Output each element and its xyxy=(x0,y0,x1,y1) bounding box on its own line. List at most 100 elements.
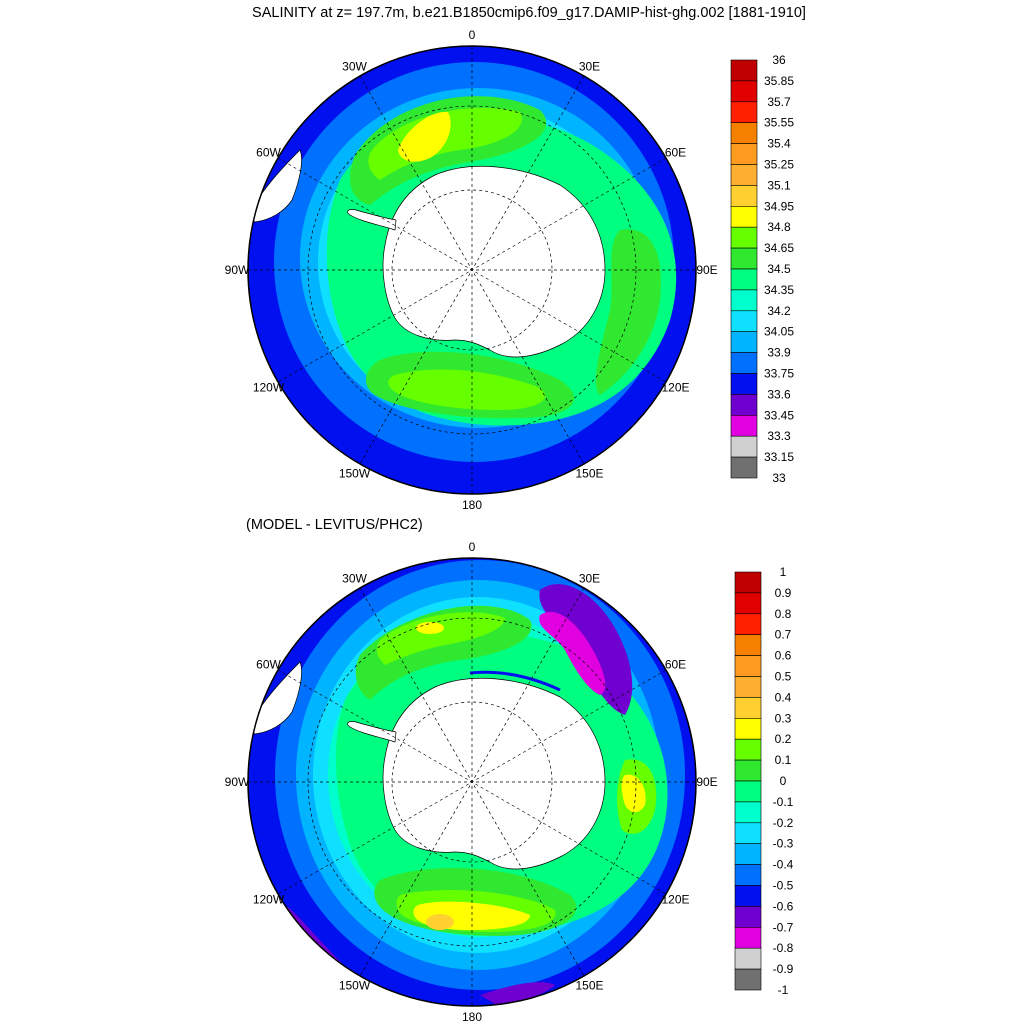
top-colorbar-label: 33.75 xyxy=(764,367,794,381)
top-colorbar-label: 35.85 xyxy=(764,74,794,88)
bottom-colorbar-label: 0 xyxy=(780,774,787,788)
top-colorbar-swatch xyxy=(730,101,758,124)
diff-map-border xyxy=(247,557,697,1007)
top-colorbar-label: 34.2 xyxy=(767,304,791,318)
top-lon-label: 0 xyxy=(469,28,476,42)
top-colorbar-swatch xyxy=(730,59,758,82)
top-lon-label: 90E xyxy=(696,263,717,277)
top-colorbar-label: 35.25 xyxy=(764,158,794,172)
top-colorbar-label: 35.55 xyxy=(764,116,794,130)
bottom-colorbar-label: 0.2 xyxy=(775,732,792,746)
bottom-colorbar-swatch xyxy=(734,780,762,803)
bottom-lon-label: 60E xyxy=(665,658,686,672)
bottom-colorbar-swatch xyxy=(734,592,762,615)
top-colorbar-swatch xyxy=(730,185,758,207)
bottom-colorbar-label: -0.4 xyxy=(773,858,794,872)
bottom-lon-label: 60W xyxy=(256,658,281,672)
difference-subtitle: (MODEL - LEVITUS/PHC2) xyxy=(246,517,423,533)
top-colorbar-swatch xyxy=(730,331,758,353)
antarctica xyxy=(382,165,606,358)
bottom-lon-label: 90W xyxy=(225,775,250,789)
salinity-map: 0 30E 60E 90E 120E 150E 180 150W 120W 90W 60W 30W xyxy=(225,28,718,512)
top-colorbar-label: 33 xyxy=(772,471,786,485)
top-colorbar-label: 34.95 xyxy=(764,199,794,213)
bottom-colorbar-label: -0.5 xyxy=(773,879,794,893)
top-colorbar-label: 34.05 xyxy=(764,325,794,339)
bottom-colorbar-label: 0.8 xyxy=(775,607,792,621)
top-lon-label: 60W xyxy=(256,146,281,160)
bottom-colorbar-label: -1 xyxy=(778,983,789,997)
bottom-colorbar-swatch xyxy=(734,697,762,719)
top-lon-label: 90W xyxy=(225,263,250,277)
bottom-lon-label: 120W xyxy=(253,893,285,907)
salinity-band-34.95 xyxy=(398,111,451,162)
top-colorbar-label: 35.7 xyxy=(767,95,791,109)
top-lon-label: 30W xyxy=(342,60,367,74)
top-lon-label: 120W xyxy=(253,381,285,395)
bottom-colorbar-label: 0.1 xyxy=(775,753,792,767)
diff-band-0.3-north xyxy=(416,622,444,634)
bottom-lon-label: 0 xyxy=(469,540,476,554)
bottom-colorbar-label: -0.1 xyxy=(773,795,794,809)
top-colorbar-swatch xyxy=(730,268,758,291)
bottom-lon-label: 120E xyxy=(661,893,689,907)
bottom-colorbar-swatch xyxy=(734,926,762,949)
bottom-colorbar-label: 0.4 xyxy=(775,690,792,704)
top-colorbar-swatch xyxy=(730,122,758,144)
top-colorbar-swatch xyxy=(730,414,758,437)
bottom-lon-label: 90E xyxy=(696,775,717,789)
south-america xyxy=(248,149,302,223)
top-colorbar-swatch xyxy=(730,456,758,479)
diff-band--0.7 xyxy=(539,611,606,695)
top-colorbar-swatch xyxy=(730,352,758,374)
top-colorbar-label: 33.45 xyxy=(764,408,794,422)
top-lon-label: 30E xyxy=(579,60,600,74)
bottom-lon-label: 180 xyxy=(462,1010,482,1024)
diff-band-0.4-south xyxy=(426,914,454,930)
bottom-colorbar-label: -0.6 xyxy=(773,899,794,913)
bottom-lon-label: 150E xyxy=(575,979,603,993)
top-lon-label: 150W xyxy=(339,467,371,481)
top-lon-label: 180 xyxy=(462,498,482,512)
top-colorbar-label: 36 xyxy=(772,53,786,67)
map-border xyxy=(247,45,697,495)
diff-band-0.3-east xyxy=(621,774,646,813)
bottom-colorbar-swatch xyxy=(734,843,762,865)
figure-title: SALINITY at z= 197.7m, b.e21.B1850cmip6.… xyxy=(252,5,806,21)
bottom-colorbar-swatch xyxy=(734,571,762,594)
bottom-colorbar-label: 0.5 xyxy=(775,670,792,684)
diff-antarctica xyxy=(382,677,606,870)
bottom-lon-label: 30E xyxy=(579,572,600,586)
bottom-colorbar-swatch xyxy=(734,801,762,824)
bottom-colorbar-swatch xyxy=(734,864,762,886)
diff-antarctic-peninsula xyxy=(347,721,397,743)
top-lon-label: 150E xyxy=(575,467,603,481)
top-colorbar-label: 33.3 xyxy=(767,429,791,443)
top-colorbar-label: 35.4 xyxy=(767,137,791,151)
bottom-colorbar-label: 0.6 xyxy=(775,649,792,663)
bottom-colorbar-label: -0.7 xyxy=(773,920,794,934)
graticule xyxy=(248,46,696,494)
salinity-band-34.65-east xyxy=(595,229,661,395)
bottom-colorbar-label: -0.2 xyxy=(773,816,794,830)
bottom-colorbar-label: 0.9 xyxy=(775,586,792,600)
antarctic-peninsula xyxy=(347,209,397,231)
bottom-colorbar-swatch xyxy=(734,885,762,907)
top-colorbar-swatch xyxy=(730,435,758,458)
top-colorbar-swatch xyxy=(730,226,758,249)
bottom-colorbar-label: 0.3 xyxy=(775,711,792,725)
diff-south-america xyxy=(248,661,302,735)
top-colorbar-label: 34.35 xyxy=(764,283,794,297)
diff-band-0.2-north xyxy=(376,612,505,665)
diff-longitude-labels: 0 30E 60E 90E 120E 150E 180 150W 120W 90W 60W 30W xyxy=(225,540,718,1024)
top-colorbar-swatch xyxy=(730,206,758,228)
salinity-band-34.8-south xyxy=(388,369,546,410)
top-colorbar-swatch xyxy=(730,143,758,165)
top-lon-label: 60E xyxy=(665,146,686,160)
top-colorbar-swatch xyxy=(730,373,758,395)
bottom-colorbar-swatch xyxy=(734,717,762,740)
bottom-colorbar-swatch xyxy=(734,822,762,844)
bottom-lon-label: 150W xyxy=(339,979,371,993)
bottom-colorbar-label: -0.8 xyxy=(773,941,794,955)
